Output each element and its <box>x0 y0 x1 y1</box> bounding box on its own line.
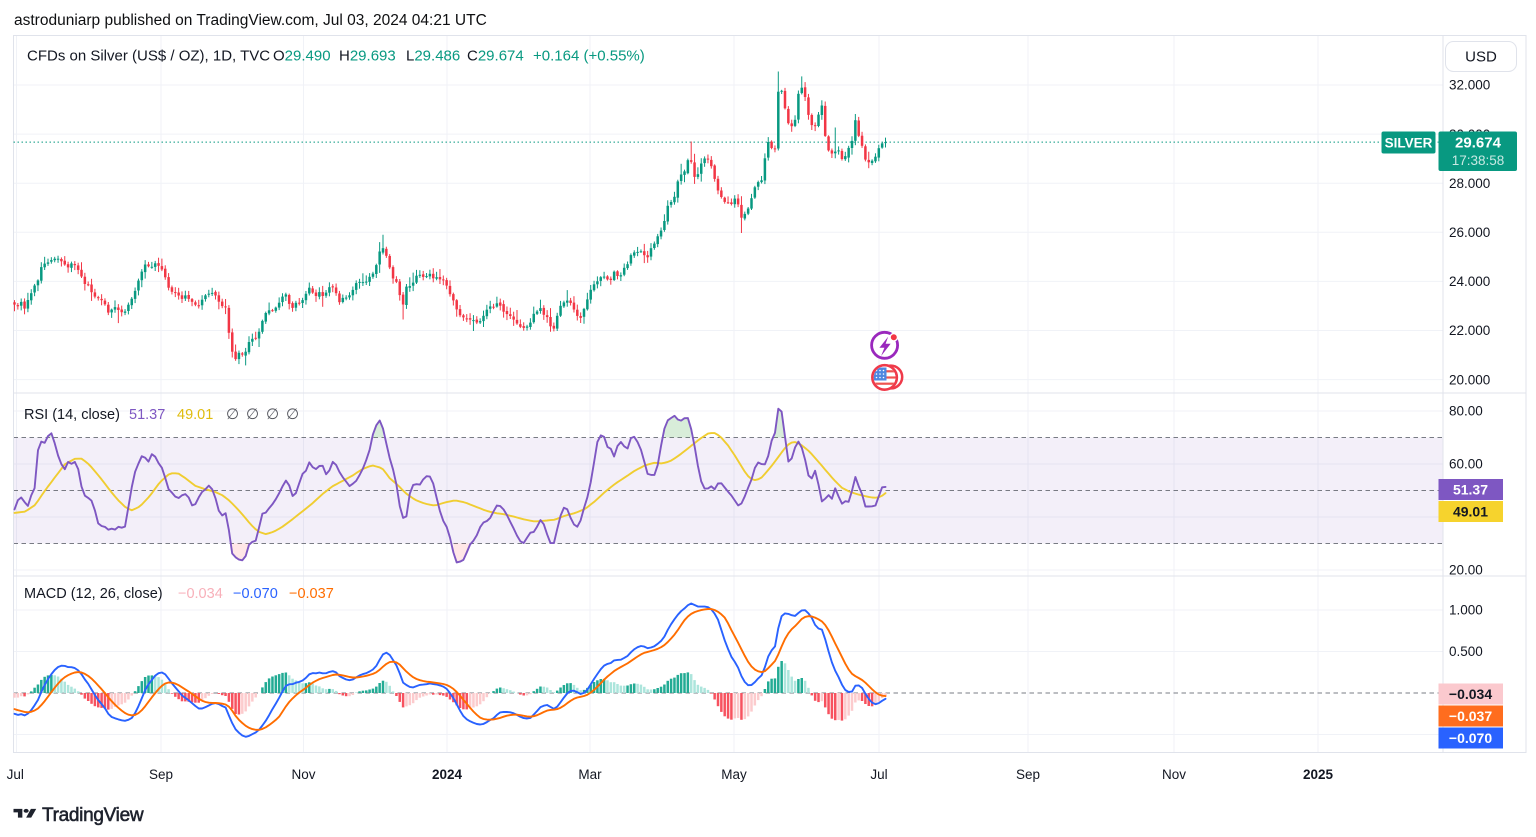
svg-text:49.01: 49.01 <box>177 407 213 423</box>
svg-text:24.000: 24.000 <box>1449 274 1490 289</box>
svg-text:26.000: 26.000 <box>1449 225 1490 240</box>
svg-text:−0.037: −0.037 <box>289 586 334 602</box>
svg-text:Sep: Sep <box>1016 767 1040 782</box>
svg-text:2025: 2025 <box>1303 767 1334 782</box>
svg-text:May: May <box>721 767 747 782</box>
svg-text:Jul: Jul <box>7 767 24 782</box>
svg-text:RSI (14, close): RSI (14, close) <box>24 407 120 423</box>
svg-text:MACD (12, 26, close): MACD (12, 26, close) <box>24 586 163 602</box>
svg-text:32.000: 32.000 <box>1449 78 1490 93</box>
svg-text:H29.693: H29.693 <box>339 48 396 65</box>
svg-text:49.01: 49.01 <box>1453 504 1488 520</box>
svg-text:CFDs on Silver (US$ / OZ), 1D,: CFDs on Silver (US$ / OZ), 1D, TVC <box>27 48 270 65</box>
svg-text:Nov: Nov <box>291 767 315 782</box>
svg-text:∅: ∅ <box>226 406 239 423</box>
svg-text:SILVER: SILVER <box>1385 136 1433 151</box>
svg-text:O29.490: O29.490 <box>273 48 331 65</box>
svg-text:1.000: 1.000 <box>1449 603 1483 618</box>
svg-text:∅: ∅ <box>266 406 279 423</box>
svg-text:+0.164 (+0.55%): +0.164 (+0.55%) <box>533 48 645 65</box>
svg-text:20.00: 20.00 <box>1449 563 1483 578</box>
svg-text:22.000: 22.000 <box>1449 323 1490 338</box>
svg-text:51.37: 51.37 <box>1453 482 1488 498</box>
svg-text:∅: ∅ <box>286 406 299 423</box>
svg-text:17:38:58: 17:38:58 <box>1452 153 1505 168</box>
svg-text:29.674: 29.674 <box>1455 135 1502 152</box>
svg-text:−0.034: −0.034 <box>178 586 223 602</box>
svg-text:51.37: 51.37 <box>129 407 165 423</box>
svg-text:astroduniarp published on Trad: astroduniarp published on TradingView.co… <box>14 12 487 29</box>
svg-text:TradingView: TradingView <box>42 805 144 826</box>
svg-text:80.00: 80.00 <box>1449 404 1483 419</box>
svg-text:28.000: 28.000 <box>1449 176 1490 191</box>
svg-text:Nov: Nov <box>1162 767 1186 782</box>
svg-text:−0.037: −0.037 <box>1449 708 1492 724</box>
svg-text:0.500: 0.500 <box>1449 644 1483 659</box>
svg-text:Mar: Mar <box>578 767 602 782</box>
svg-text:C29.674: C29.674 <box>467 48 524 65</box>
svg-text:L29.486: L29.486 <box>406 48 460 65</box>
svg-text:60.00: 60.00 <box>1449 457 1483 472</box>
svg-text:USD: USD <box>1465 49 1497 66</box>
svg-text:∅: ∅ <box>246 406 259 423</box>
svg-text:20.000: 20.000 <box>1449 372 1490 387</box>
svg-text:−0.070: −0.070 <box>1449 730 1492 746</box>
svg-text:Jul: Jul <box>870 767 887 782</box>
svg-text:−0.070: −0.070 <box>233 586 278 602</box>
svg-text:−0.034: −0.034 <box>1449 686 1492 702</box>
svg-text:2024: 2024 <box>432 767 463 782</box>
svg-text:Sep: Sep <box>149 767 173 782</box>
